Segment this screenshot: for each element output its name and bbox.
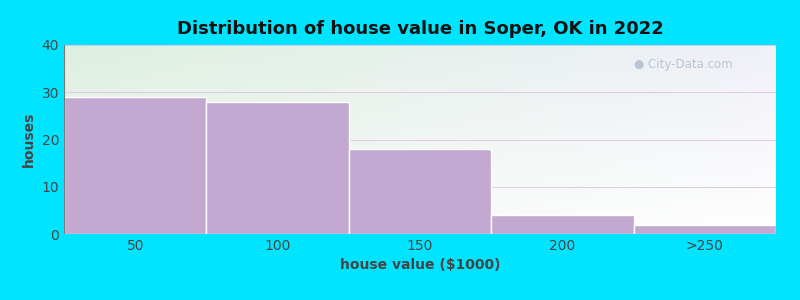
- Title: Distribution of house value in Soper, OK in 2022: Distribution of house value in Soper, OK…: [177, 20, 663, 38]
- Bar: [491, 215, 634, 234]
- Text: ● City-Data.com: ● City-Data.com: [634, 58, 732, 71]
- Bar: [349, 149, 491, 234]
- Bar: [634, 224, 776, 234]
- Bar: [64, 97, 206, 234]
- Y-axis label: houses: houses: [22, 112, 36, 167]
- Bar: [206, 102, 349, 234]
- X-axis label: house value ($1000): house value ($1000): [340, 258, 500, 272]
